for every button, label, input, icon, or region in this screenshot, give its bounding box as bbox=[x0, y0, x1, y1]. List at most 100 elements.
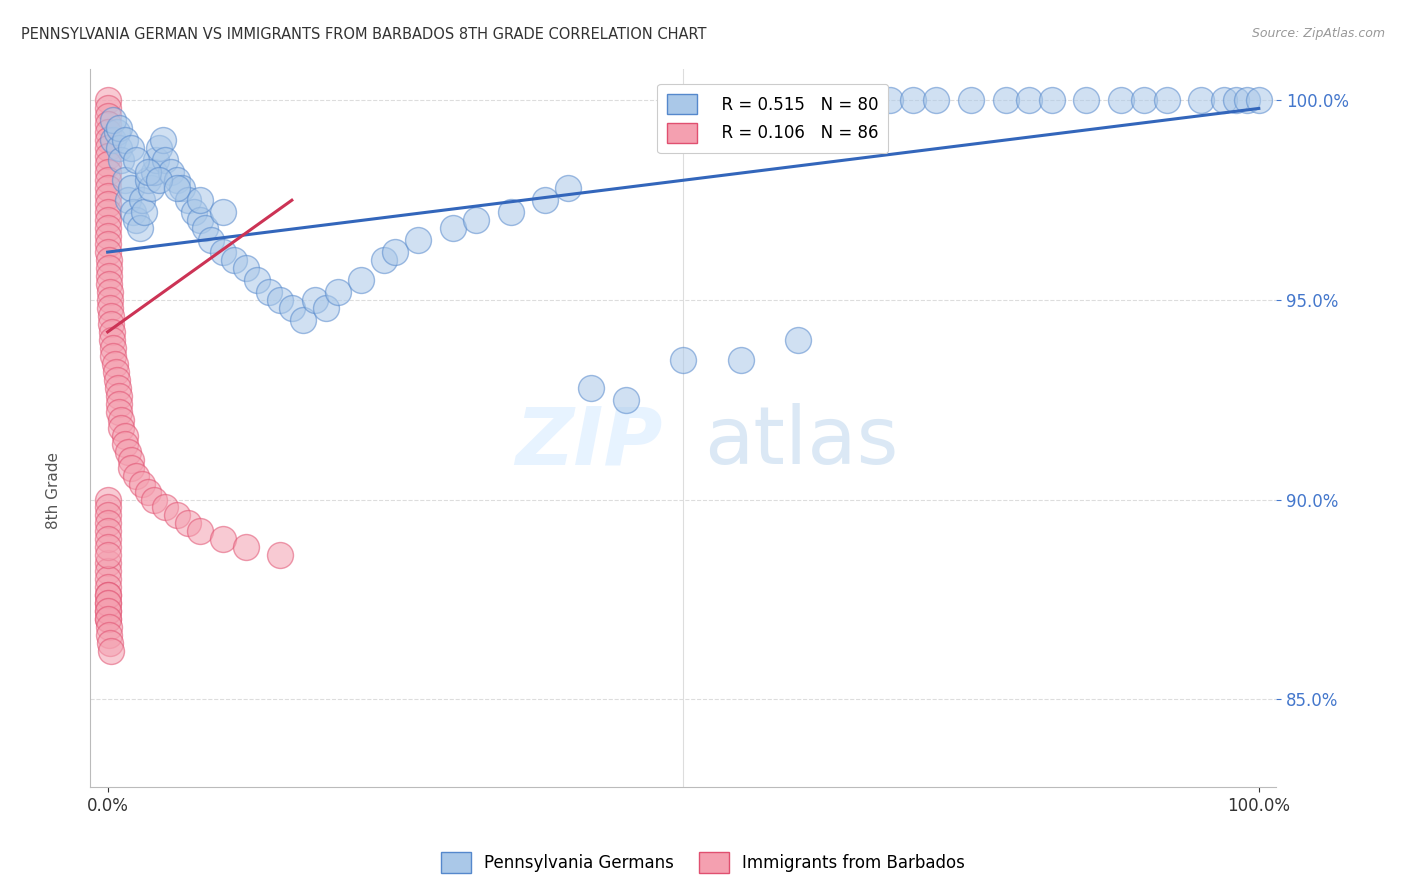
Point bbox=[108, 121, 131, 136]
Point bbox=[1132, 94, 1154, 108]
Point bbox=[101, 333, 124, 347]
Point bbox=[105, 125, 128, 139]
Point bbox=[97, 612, 120, 626]
Point bbox=[166, 173, 188, 187]
Point bbox=[97, 604, 120, 618]
Point bbox=[172, 181, 194, 195]
Point bbox=[105, 373, 128, 387]
Point bbox=[845, 94, 868, 108]
Point bbox=[103, 357, 125, 371]
Point bbox=[114, 173, 136, 187]
Point bbox=[1236, 94, 1258, 108]
Point bbox=[97, 604, 120, 618]
Point bbox=[120, 452, 142, 467]
Point bbox=[136, 173, 159, 187]
Point bbox=[1109, 94, 1132, 108]
Point bbox=[148, 173, 170, 187]
Point bbox=[97, 277, 120, 291]
Point bbox=[499, 205, 522, 219]
Legend: Pennsylvania Germans, Immigrants from Barbados: Pennsylvania Germans, Immigrants from Ba… bbox=[434, 846, 972, 880]
Point bbox=[97, 110, 120, 124]
Point bbox=[177, 516, 200, 531]
Point bbox=[141, 181, 163, 195]
Point bbox=[97, 253, 120, 268]
Point bbox=[235, 541, 257, 555]
Point bbox=[211, 245, 233, 260]
Point bbox=[614, 392, 637, 407]
Point bbox=[97, 572, 120, 586]
Point bbox=[148, 141, 170, 155]
Point bbox=[97, 197, 120, 211]
Point bbox=[269, 549, 291, 563]
Point bbox=[465, 213, 488, 227]
Point bbox=[97, 557, 120, 571]
Point bbox=[136, 165, 159, 179]
Point bbox=[97, 500, 120, 515]
Point bbox=[110, 420, 132, 434]
Point bbox=[97, 588, 120, 602]
Point bbox=[108, 397, 131, 411]
Text: ZIP: ZIP bbox=[515, 403, 662, 481]
Point bbox=[292, 313, 315, 327]
Point bbox=[97, 596, 120, 610]
Point bbox=[131, 193, 153, 207]
Text: atlas: atlas bbox=[704, 403, 898, 481]
Point bbox=[103, 133, 125, 147]
Point bbox=[879, 94, 901, 108]
Point bbox=[1156, 94, 1178, 108]
Point bbox=[557, 181, 579, 195]
Point bbox=[145, 153, 167, 168]
Point bbox=[120, 141, 142, 155]
Point bbox=[1213, 94, 1236, 108]
Point bbox=[97, 125, 120, 139]
Point bbox=[97, 133, 120, 147]
Point bbox=[408, 233, 430, 247]
Point bbox=[117, 444, 139, 458]
Point bbox=[97, 565, 120, 579]
Point bbox=[188, 193, 211, 207]
Point bbox=[97, 245, 120, 260]
Point bbox=[183, 205, 205, 219]
Point bbox=[107, 381, 129, 395]
Point bbox=[166, 181, 188, 195]
Point bbox=[1076, 94, 1098, 108]
Point bbox=[97, 508, 120, 523]
Point bbox=[97, 612, 120, 626]
Point bbox=[125, 213, 148, 227]
Point bbox=[672, 352, 695, 367]
Point bbox=[97, 221, 120, 235]
Point bbox=[1189, 94, 1212, 108]
Point bbox=[97, 181, 120, 195]
Point bbox=[97, 157, 120, 171]
Point bbox=[97, 516, 120, 531]
Point bbox=[110, 413, 132, 427]
Point bbox=[134, 205, 156, 219]
Point bbox=[350, 273, 373, 287]
Point bbox=[114, 133, 136, 147]
Point bbox=[103, 341, 125, 355]
Point bbox=[97, 549, 120, 563]
Point bbox=[98, 636, 121, 650]
Point bbox=[97, 620, 120, 634]
Point bbox=[200, 233, 222, 247]
Point bbox=[97, 117, 120, 131]
Point bbox=[194, 221, 217, 235]
Point bbox=[960, 94, 983, 108]
Point bbox=[97, 268, 120, 283]
Point bbox=[108, 405, 131, 419]
Point bbox=[97, 588, 120, 602]
Point bbox=[108, 141, 131, 155]
Point bbox=[103, 113, 125, 128]
Point bbox=[142, 165, 165, 179]
Point bbox=[534, 193, 557, 207]
Point bbox=[122, 205, 145, 219]
Point bbox=[117, 193, 139, 207]
Point bbox=[100, 317, 122, 331]
Point bbox=[730, 352, 752, 367]
Point bbox=[101, 325, 124, 339]
Point bbox=[1040, 94, 1063, 108]
Point bbox=[994, 94, 1017, 108]
Point bbox=[177, 193, 200, 207]
Point bbox=[97, 580, 120, 594]
Point bbox=[1018, 94, 1040, 108]
